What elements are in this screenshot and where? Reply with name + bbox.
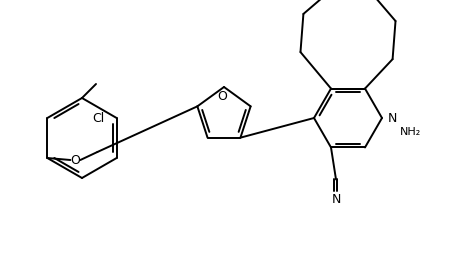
Text: N: N [388, 111, 398, 124]
Text: NH₂: NH₂ [400, 127, 421, 137]
Text: N: N [331, 193, 341, 206]
Text: Cl: Cl [93, 111, 104, 124]
Text: O: O [217, 91, 227, 104]
Text: O: O [71, 153, 80, 167]
